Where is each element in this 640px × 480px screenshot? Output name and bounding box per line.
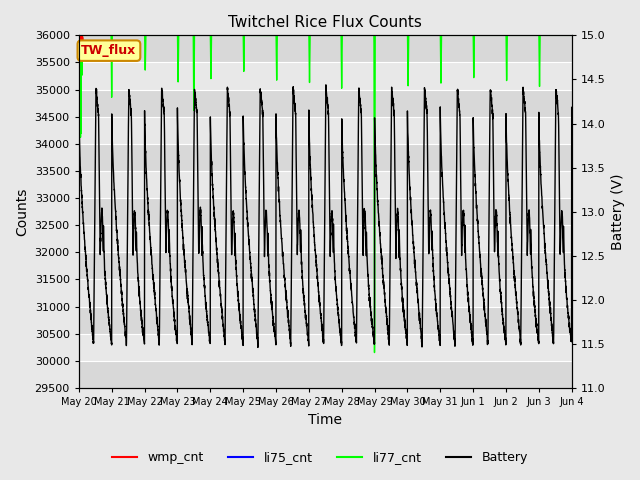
Bar (79, 198, 572, 225)
Bar (79, 36, 572, 62)
X-axis label: Time: Time (308, 413, 342, 427)
Bar (79, 361, 572, 388)
Title: Twitchel Rice Flux Counts: Twitchel Rice Flux Counts (228, 15, 422, 30)
Text: TW_flux: TW_flux (81, 44, 136, 57)
Bar (79, 225, 572, 252)
Bar (79, 334, 572, 361)
Bar (79, 90, 572, 117)
Bar (79, 252, 572, 279)
Y-axis label: Counts: Counts (15, 188, 29, 236)
Bar (79, 62, 572, 90)
Y-axis label: Battery (V): Battery (V) (611, 173, 625, 250)
Bar (79, 279, 572, 307)
Bar (79, 171, 572, 198)
Bar (79, 144, 572, 171)
Legend: wmp_cnt, li75_cnt, li77_cnt, Battery: wmp_cnt, li75_cnt, li77_cnt, Battery (107, 446, 533, 469)
Bar (79, 117, 572, 144)
Bar (79, 307, 572, 334)
